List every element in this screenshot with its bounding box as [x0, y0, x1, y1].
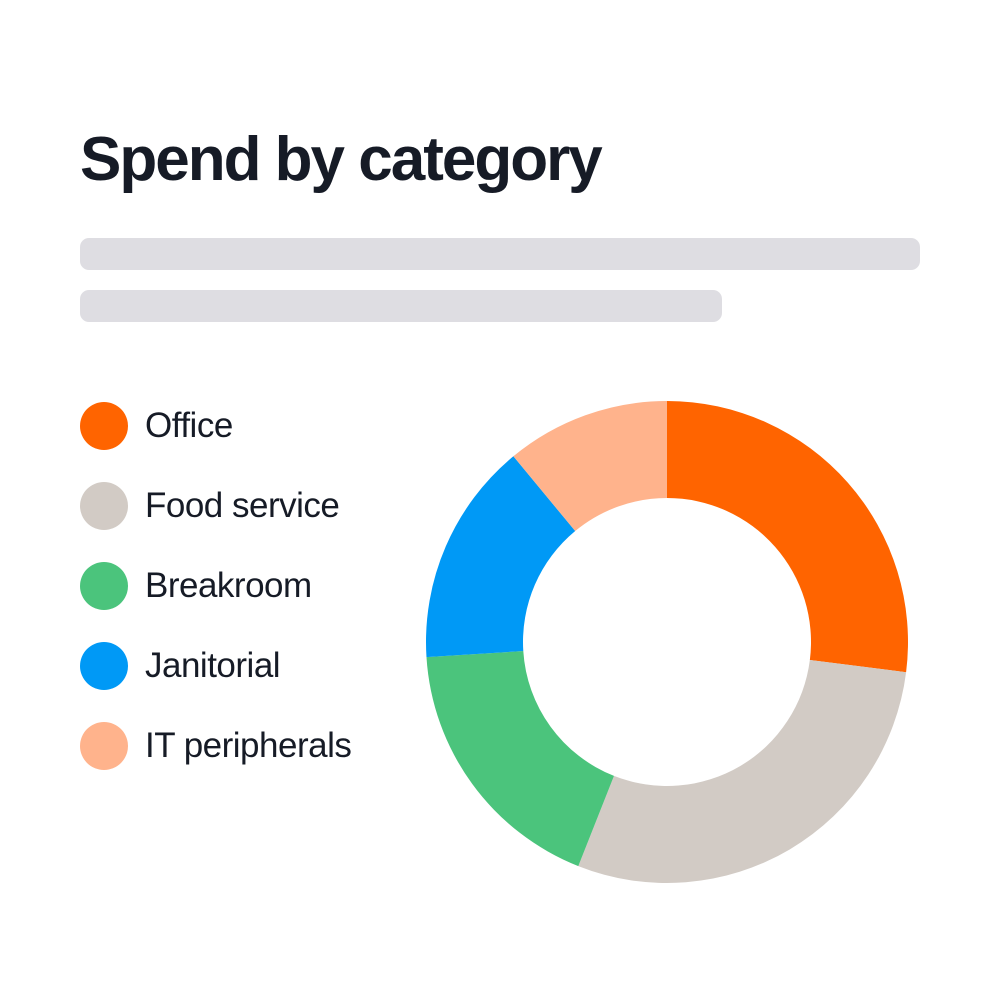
donut-slice-food-service	[578, 660, 907, 883]
legend-label-janitorial: Janitorial	[145, 646, 281, 685]
donut-slice-breakroom	[426, 651, 614, 867]
legend-swatch-it-peripherals	[80, 722, 128, 770]
legend-label-breakroom: Breakroom	[145, 566, 312, 605]
chart-title: Spend by category	[80, 125, 603, 194]
donut-chart	[426, 401, 908, 883]
donut-slice-office	[667, 401, 908, 673]
subtitle-placeholder-line-1	[80, 238, 920, 270]
legend-swatch-breakroom	[80, 562, 128, 610]
donut-slice-it-peripherals	[513, 401, 667, 532]
legend-swatch-office	[80, 402, 128, 450]
donut-slice-janitorial	[426, 456, 576, 658]
subtitle-placeholder-line-2	[80, 290, 722, 322]
legend-swatch-janitorial	[80, 642, 128, 690]
legend-swatch-food-service	[80, 482, 128, 530]
legend-label-it-peripherals: IT peripherals	[145, 726, 352, 765]
legend-label-food-service: Food service	[145, 486, 340, 525]
legend-label-office: Office	[145, 406, 233, 445]
